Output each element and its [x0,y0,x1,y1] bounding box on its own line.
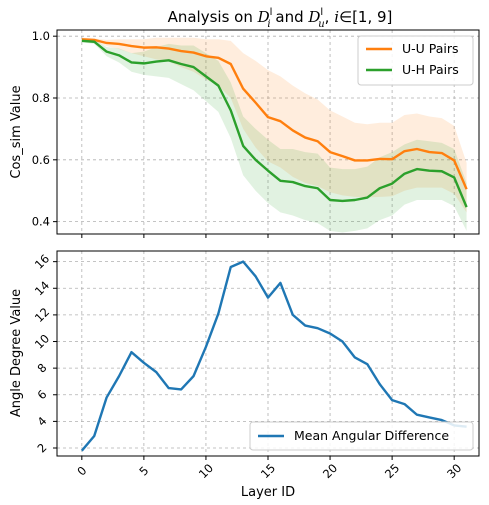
x-tick-label: 0 [74,463,89,478]
series-line-mad [80,260,467,452]
y-tick-label: 16 [32,252,52,272]
y-tick-label: 0.8 [32,91,50,105]
y-tick-label: 2 [34,440,49,455]
y-tick-label: 4 [34,414,49,429]
y-tick-label: 1.0 [32,29,50,43]
top-bands [81,37,467,233]
x-tick-label: 20 [320,461,340,481]
bottom-xticks: 0 5 10 15 20 25 30 [74,456,464,481]
legend-label-uu: U-U Pairs [402,41,459,56]
series-line-uu [81,38,468,190]
bottom-legend-box [249,421,474,451]
bottom-xlabel: Layer ID [241,485,295,500]
bottom-lines [80,260,467,452]
band-uh [81,39,467,233]
x-tick-label: 30 [444,461,464,481]
y-tick-label: 6 [34,387,49,402]
x-tick-label: 5 [136,463,151,478]
top-lines [81,38,468,208]
top-yticks: 0.4 0.6 0.8 1.0 [32,29,57,229]
bottom-yticks: 2 4 6 8 10 12 14 16 [32,252,57,456]
y-tick-label: 10 [32,331,52,351]
bottom-ylabel: Angle Degree Value [9,289,24,417]
series-line-uh [81,39,468,208]
cos-sim-panel: 0.4 0.6 0.8 1.0 Cos_sim Value U-U Pairs U-H… [9,29,480,238]
y-tick-label: 8 [34,361,49,376]
x-tick-label: 10 [196,461,216,481]
chart-title: Analysis on Dl i and Dl u, i∈[1, 9] [168,7,393,30]
y-tick-label: 12 [32,305,52,325]
x-tick-label: 15 [258,461,278,481]
angle-panel: 2 4 6 8 10 12 14 16 0 5 10 15 20 25 30 Angle Degree V… [9,250,480,500]
top-ylabel: Cos_sim Value [9,85,24,178]
legend-label-mad: Mean Angular Difference [294,428,449,443]
x-tick-label: 25 [382,461,402,481]
band-uu [81,37,467,213]
y-tick-label: 0.4 [32,215,50,229]
y-tick-label: 0.6 [32,153,50,167]
top-xticks [81,234,455,238]
bottom-legend: Mean Angular Difference [249,421,474,451]
top-legend: U-U Pairs U-H Pairs [357,35,474,86]
legend-label-uh: U-H Pairs [402,62,459,77]
y-tick-label: 14 [32,278,52,298]
